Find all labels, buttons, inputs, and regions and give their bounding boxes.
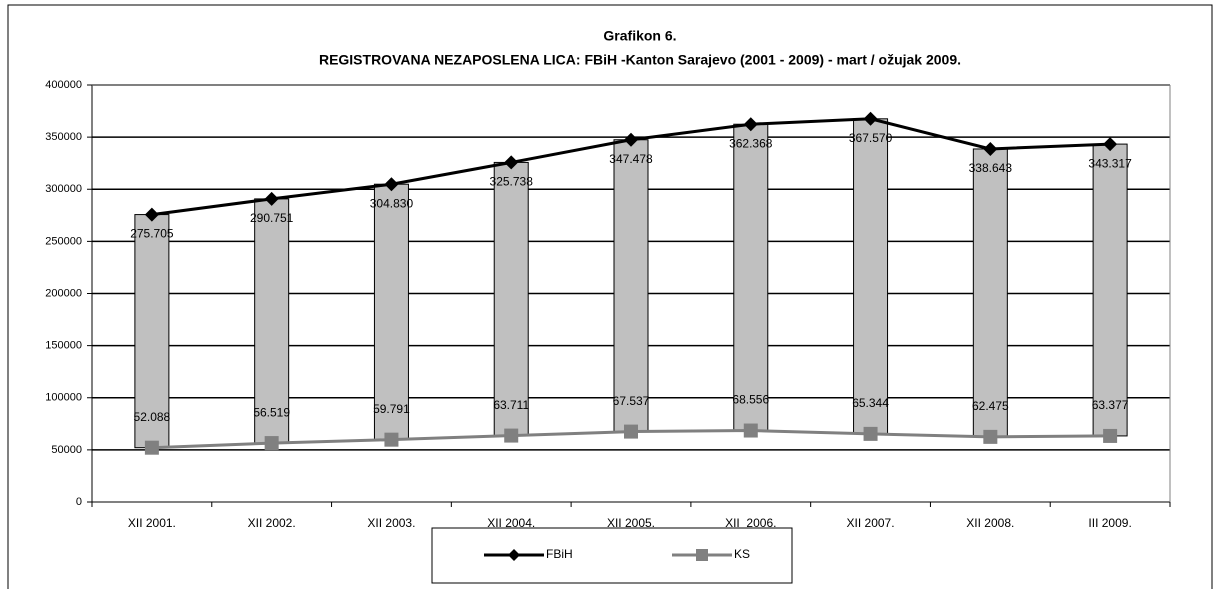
marker bbox=[384, 177, 399, 192]
data-label: 59.791 bbox=[373, 402, 410, 416]
marker bbox=[983, 429, 998, 444]
marker bbox=[264, 436, 279, 451]
data-label: 63.711 bbox=[493, 398, 529, 412]
marker bbox=[743, 423, 758, 438]
legend-marker bbox=[508, 549, 520, 561]
y-tick-label: 200000 bbox=[45, 287, 82, 299]
legend-label: FBiH bbox=[546, 547, 573, 561]
legend-label: KS bbox=[734, 547, 750, 561]
chart-frame bbox=[7, 4, 1213, 589]
y-tick-label: 50000 bbox=[51, 444, 82, 456]
marker bbox=[144, 207, 159, 222]
x-tick-label: XII 2001. bbox=[128, 516, 176, 530]
y-tick-label: 0 bbox=[76, 496, 82, 508]
x-tick-label: XII 2006. bbox=[725, 516, 776, 530]
up-down-bar bbox=[373, 183, 409, 441]
marker bbox=[624, 424, 638, 439]
data-label: 304.830 bbox=[370, 196, 414, 210]
marker bbox=[384, 432, 399, 447]
marker bbox=[264, 191, 279, 206]
data-label: 362.368 bbox=[729, 136, 773, 150]
up-down-bar bbox=[134, 214, 170, 449]
up-down-bar bbox=[733, 123, 769, 432]
marker bbox=[144, 440, 159, 455]
marker bbox=[743, 117, 758, 132]
x-tick-label: XII 2007. bbox=[847, 516, 895, 530]
data-label: 325.738 bbox=[490, 175, 534, 189]
up-down-bar bbox=[493, 161, 529, 437]
y-tick-label: 300000 bbox=[45, 183, 82, 195]
marker bbox=[504, 155, 519, 170]
data-label: 56.519 bbox=[253, 405, 290, 419]
x-tick-label: III 2009. bbox=[1088, 516, 1131, 530]
marker bbox=[1103, 137, 1118, 152]
up-down-bar bbox=[1092, 143, 1128, 437]
data-label: 63.377 bbox=[1092, 398, 1129, 412]
marker bbox=[863, 426, 878, 441]
data-label: 65.344 bbox=[852, 396, 889, 410]
up-down-bar bbox=[254, 198, 290, 444]
data-label: 52.088 bbox=[134, 410, 171, 424]
y-tick-label: 400000 bbox=[45, 79, 82, 91]
up-down-bar bbox=[853, 118, 889, 435]
y-tick-label: 100000 bbox=[45, 392, 82, 404]
data-label: 67.537 bbox=[613, 394, 650, 408]
marker bbox=[624, 132, 638, 147]
x-tick-label: XII 2002. bbox=[248, 516, 296, 530]
data-label: 275.705 bbox=[130, 227, 174, 241]
data-label: 290.751 bbox=[250, 211, 294, 225]
up-down-bar bbox=[972, 148, 1008, 438]
data-label: 338.643 bbox=[969, 161, 1013, 175]
x-tick-label: XII 2005. bbox=[607, 516, 655, 530]
marker bbox=[504, 428, 519, 443]
up-down-bar bbox=[613, 139, 649, 433]
marker bbox=[983, 141, 998, 156]
chart-subtitle: REGISTROVANA NEZAPOSLENA LICA: FBiH -Kan… bbox=[319, 52, 961, 68]
chart-title: Grafikon 6. bbox=[603, 28, 676, 44]
data-label: 62.475 bbox=[972, 399, 1009, 413]
data-label: 367.570 bbox=[849, 131, 893, 145]
y-tick-label: 350000 bbox=[45, 131, 82, 143]
x-tick-label: XII 2008. bbox=[966, 516, 1014, 530]
x-tick-label: XII 2003. bbox=[367, 516, 415, 530]
x-tick-label: XII 2004. bbox=[487, 516, 535, 530]
y-tick-label: 150000 bbox=[45, 340, 82, 352]
data-label: 343.317 bbox=[1088, 156, 1132, 170]
marker bbox=[863, 111, 878, 126]
legend-marker bbox=[696, 549, 708, 561]
y-tick-label: 250000 bbox=[45, 235, 82, 247]
marker bbox=[1103, 428, 1118, 443]
data-label: 68.556 bbox=[732, 393, 769, 407]
data-label: 347.478 bbox=[609, 152, 653, 166]
